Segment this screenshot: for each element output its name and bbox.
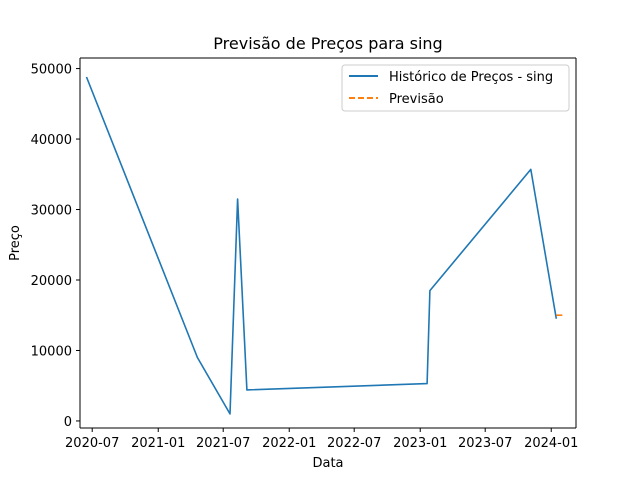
x-tick-label-7: 2024-01	[524, 436, 578, 451]
x-tick-label-1: 2021-01	[131, 436, 185, 451]
x-tick-label-0: 2020-07	[65, 436, 119, 451]
series-line-0	[85, 76, 558, 415]
chart-title: Previsão de Preços para sing	[213, 34, 442, 53]
x-tick-label-2: 2021-07	[196, 436, 250, 451]
y-tick-label-0: 0	[64, 415, 72, 430]
plot-frame	[79, 57, 577, 429]
series-layer	[85, 76, 564, 415]
plot-area	[80, 58, 576, 428]
legend-label-forecast: Previsão	[389, 92, 444, 107]
y-axis-ticks: 0 10000 20000 30000 40000 50000	[31, 63, 80, 430]
x-axis-ticks: 2020-07 2021-01 2021-07 2022-01 2022-07 2023-…	[65, 428, 578, 451]
x-axis-label: Data	[312, 456, 343, 471]
x-tick-label-3: 2022-01	[262, 436, 316, 451]
legend-label-history: Histórico de Preços - sing	[389, 70, 553, 85]
legend-box	[341, 64, 570, 112]
legend: Histórico de Preços - sing Previsão	[341, 64, 570, 112]
y-tick-label-5: 50000	[31, 63, 72, 78]
x-tick-label-5: 2023-01	[393, 436, 447, 451]
x-tick-label-6: 2023-07	[458, 436, 512, 451]
y-tick-label-4: 40000	[31, 133, 72, 148]
y-tick-label-3: 30000	[31, 204, 72, 219]
y-tick-label-1: 10000	[31, 344, 72, 359]
y-axis-label: Preço	[8, 225, 23, 261]
x-tick-label-4: 2022-07	[327, 436, 381, 451]
y-tick-label-2: 20000	[31, 274, 72, 289]
